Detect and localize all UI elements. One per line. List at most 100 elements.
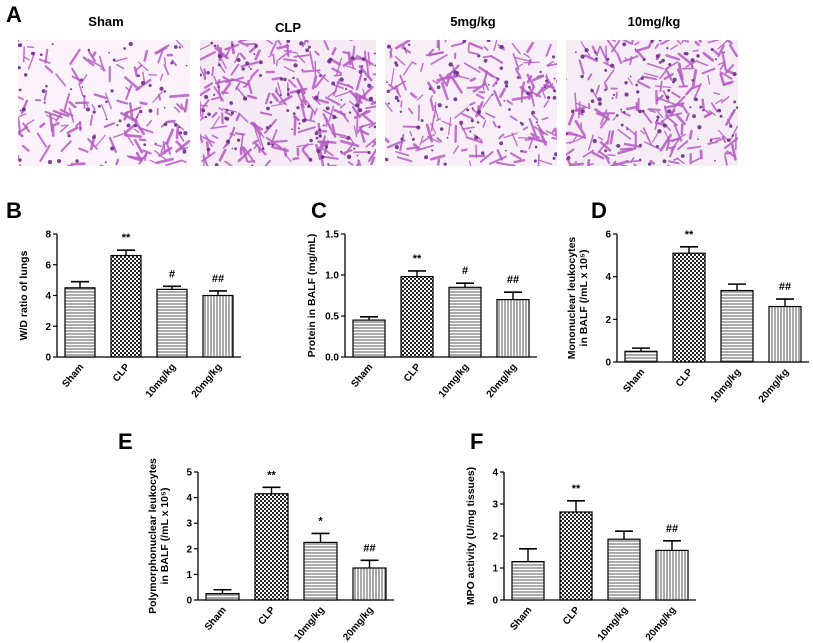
tissue-strand — [728, 44, 738, 58]
tissue-strand — [396, 156, 413, 163]
x-tick-label: CLP — [111, 362, 132, 385]
tissue-strand — [267, 53, 274, 58]
tissue-strand — [635, 49, 646, 61]
cell-nucleus — [443, 162, 447, 166]
tissue-strand — [385, 101, 393, 112]
y-tick-label: 3 — [492, 500, 498, 511]
cell-nucleus — [539, 70, 542, 74]
cell-nucleus — [140, 80, 145, 85]
cell-nucleus — [526, 91, 531, 96]
tissue-strand — [482, 70, 489, 86]
cell-nucleus — [314, 95, 319, 100]
cell-nucleus — [477, 109, 482, 114]
cell-nucleus — [286, 92, 290, 96]
tissue-strand — [333, 108, 346, 117]
y-tick-label: 6 — [45, 260, 51, 271]
tissue-strand — [696, 60, 709, 67]
tissue-strand — [709, 137, 721, 141]
tissue-strand — [221, 82, 232, 95]
cell-nucleus — [665, 95, 670, 100]
tissue-strand — [526, 75, 533, 84]
tissue-strand — [469, 101, 476, 106]
y-tick-label: 0.5 — [325, 312, 339, 323]
cell-nucleus — [616, 144, 621, 148]
panel-letter-f: F — [470, 429, 484, 454]
cell-nucleus — [650, 40, 654, 43]
x-tick-label: CLP — [561, 605, 582, 628]
tissue-strand — [104, 92, 113, 110]
cell-nucleus — [533, 159, 537, 163]
cell-nucleus — [685, 51, 689, 56]
cell-nucleus — [340, 98, 343, 101]
tissue-strand — [349, 137, 355, 145]
tissue-strand — [258, 147, 261, 154]
y-axis-label: Protein in BALF (mg/mL) — [306, 234, 318, 358]
tissue-strand — [468, 51, 479, 55]
tissue-strand — [587, 159, 591, 166]
cell-nucleus — [47, 160, 53, 165]
tissue-strand — [296, 78, 306, 95]
cell-nucleus — [667, 109, 672, 114]
tissue-strand — [283, 66, 295, 73]
chart-panel-f: 0 1 2 3 4 MPO activity (U/mg tissues) Sham ** CL… — [465, 467, 696, 643]
tissue-strand — [60, 124, 67, 127]
tissue-strand — [600, 119, 607, 129]
cell-nucleus — [345, 87, 348, 90]
y-tick-label: 0 — [605, 358, 611, 369]
cell-nucleus — [672, 80, 675, 84]
cell-nucleus — [23, 73, 28, 77]
tissue-strand — [545, 43, 552, 57]
cell-nucleus — [594, 51, 597, 54]
tissue-strand — [212, 112, 218, 118]
tissue-strand — [352, 45, 356, 59]
tissue-strand — [656, 110, 664, 119]
tissue-strand — [368, 121, 376, 129]
y-axis-label: Mononuclear leukocytes — [566, 237, 578, 360]
cell-nucleus — [620, 108, 623, 111]
tissue-strand — [101, 104, 108, 119]
cell-nucleus — [296, 89, 301, 94]
tissue-strand — [254, 122, 265, 139]
tissue-strand — [451, 76, 463, 94]
cell-nucleus — [681, 41, 684, 44]
tissue-strand — [320, 155, 339, 160]
cell-nucleus — [31, 51, 33, 54]
tissue-strand — [200, 133, 204, 144]
tissue-strand — [265, 40, 274, 45]
cell-nucleus — [580, 109, 585, 114]
x-tick-label: Sham — [349, 362, 375, 390]
panel-letter-a: A — [6, 2, 22, 27]
tissue-strand — [416, 94, 424, 101]
tissue-strand — [162, 140, 167, 155]
y-tick-label: 1.5 — [325, 230, 339, 241]
cell-nucleus — [291, 128, 294, 131]
cell-nucleus — [307, 45, 311, 49]
cell-nucleus — [206, 147, 211, 152]
cell-nucleus — [126, 123, 131, 128]
tissue-strand — [283, 147, 288, 157]
tissue-strand — [483, 46, 489, 52]
cell-nucleus — [104, 161, 107, 164]
bar-10mgkg — [303, 541, 338, 601]
x-tick-label: CLP — [674, 367, 695, 390]
tissue-strand — [355, 73, 363, 91]
tissue-strand — [361, 113, 375, 125]
cell-nucleus — [656, 115, 660, 119]
tissue-strand — [297, 92, 305, 109]
tissue-strand — [235, 113, 241, 122]
tissue-strand — [370, 156, 376, 166]
tissue-strand — [133, 66, 139, 78]
cell-nucleus — [315, 136, 319, 140]
tissue-strand — [419, 135, 424, 146]
tissue-strand — [353, 125, 358, 138]
tissue-strand — [489, 155, 507, 165]
tissue-strand — [717, 40, 728, 50]
y-axis-label: in BALF (/mL x 10⁵) — [578, 250, 590, 347]
tissue-strand — [163, 57, 167, 65]
bar-clp — [559, 511, 593, 601]
tissue-strand — [677, 52, 693, 66]
tissue-strand — [401, 46, 411, 54]
tissue-strand — [512, 53, 520, 70]
tissue-strand — [18, 113, 27, 117]
y-tick-label: 2 — [605, 315, 611, 326]
